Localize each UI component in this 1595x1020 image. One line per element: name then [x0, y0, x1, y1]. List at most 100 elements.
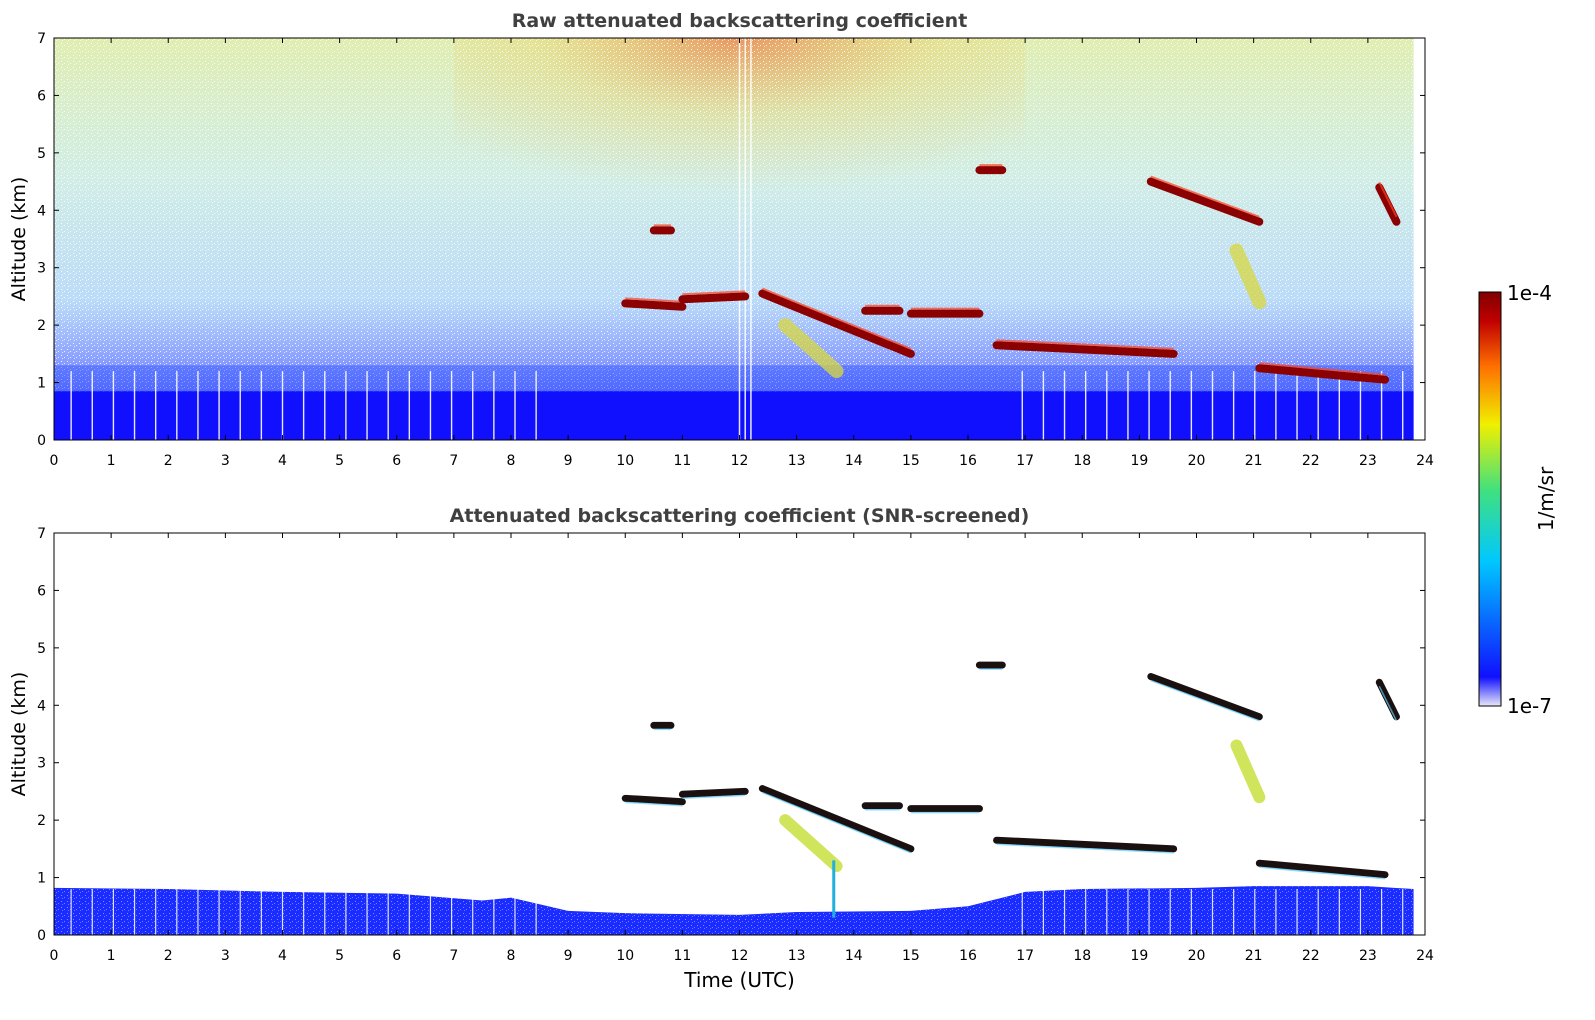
cloud-feature-edge [996, 843, 1174, 854]
y-tick-label: 0 [37, 433, 46, 449]
y-tick-label: 7 [37, 31, 46, 47]
cloud-feature [758, 785, 915, 853]
x-tick-label: 21 [1245, 453, 1263, 469]
x-tick-label: 4 [278, 453, 287, 469]
y-tick-label: 2 [37, 318, 46, 334]
x-tick-label: 2 [164, 453, 173, 469]
chart-title: Attenuated backscattering coefficient (S… [450, 505, 1030, 527]
raw-backscatter-panel: 0 1 2 3 4 5 6 7 8 9 10 11 12 13 14 15 16 17 18 19 20 21 22 23 24… [8, 10, 1434, 469]
x-tick-label: 6 [392, 948, 401, 964]
chart-title: Raw attenuated backscattering coefficien… [512, 10, 968, 32]
cloud-feature-edge [1378, 181, 1398, 218]
x-tick-label: 14 [845, 453, 863, 469]
y-tick-label: 6 [37, 88, 46, 104]
y-tick-label: 4 [37, 698, 46, 714]
cloud-feature [779, 814, 843, 873]
x-tick-label: 23 [1359, 948, 1377, 964]
plot-area [54, 533, 1425, 935]
cloud-feature [1375, 678, 1400, 721]
x-tick-label: 6 [392, 453, 401, 469]
y-tick-label: 4 [37, 203, 46, 219]
x-tick-label: 3 [221, 453, 230, 469]
x-tick-label: 11 [673, 453, 691, 469]
x-tick-label: 10 [616, 453, 634, 469]
cloud-feature [678, 787, 749, 798]
x-tick-label: 10 [616, 948, 634, 964]
boundary-layer [54, 391, 1414, 440]
x-tick-label: 20 [1188, 948, 1206, 964]
x-tick-label: 23 [1359, 453, 1377, 469]
colorbar: 1e-4 1e-7 1/m/sr [1478, 281, 1558, 718]
x-tick-label: 24 [1416, 453, 1434, 469]
y-tick-label: 5 [37, 146, 46, 162]
x-tick-label: 20 [1188, 453, 1206, 469]
x-tick-label: 22 [1302, 948, 1320, 964]
x-tick-label: 4 [278, 948, 287, 964]
cloud-feature [678, 292, 750, 304]
cloud-feature-edge [761, 287, 912, 350]
cloud-feature [1147, 673, 1263, 721]
boundary-layer-texture [54, 886, 1414, 935]
x-tick-label: 19 [1130, 453, 1148, 469]
x-tick-label: 5 [335, 453, 344, 469]
x-tick-label: 8 [507, 948, 516, 964]
x-tick-label: 3 [221, 948, 230, 964]
x-tick-label: 13 [788, 948, 806, 964]
x-tick-label: 16 [959, 948, 977, 964]
screened-backscatter-panel: 0 1 2 3 4 5 6 7 8 9 10 11 12 13 14 15 16 17 18 19 20 21 22 23 24… [8, 505, 1434, 992]
colorbar-label: 1/m/sr [1534, 466, 1558, 531]
y-tick-label: 3 [37, 756, 46, 772]
y-tick-label: 1 [37, 376, 46, 392]
x-tick-label: 5 [335, 948, 344, 964]
x-axis-label: Time (UTC) [683, 968, 795, 992]
x-tick-label: 12 [731, 453, 749, 469]
cloud-feature-edge [625, 801, 683, 807]
cloud-feature-edge [1150, 679, 1260, 722]
x-tick-label: 9 [564, 948, 573, 964]
x-tick-label: 14 [845, 948, 863, 964]
cloud-feature-edge [625, 297, 683, 303]
cloud-feature [778, 318, 844, 379]
x-tick-label: 2 [164, 948, 173, 964]
colorbar-min-label: 1e-7 [1507, 694, 1552, 718]
cloud-feature [1230, 739, 1266, 804]
cloud-feature [758, 289, 915, 358]
x-tick-label: 15 [902, 948, 920, 964]
cloud-feature-edge [762, 791, 912, 854]
x-tick-label: 22 [1302, 453, 1320, 469]
x-tick-label: 16 [959, 453, 977, 469]
cloud-feature-edge [1259, 866, 1386, 880]
colorbar-gradient [1478, 291, 1502, 707]
y-axis-label: Altitude (km) [8, 672, 30, 797]
x-tick-label: 12 [731, 948, 749, 964]
y-tick-label: 0 [37, 928, 46, 944]
colorbar-max-label: 1e-4 [1507, 281, 1552, 305]
cloud-feature-edge [1378, 685, 1398, 722]
y-tick-label: 7 [37, 526, 46, 542]
cloud-feature-edge [682, 290, 746, 296]
x-tick-label: 17 [1016, 453, 1034, 469]
cloud-feature [1255, 859, 1389, 879]
x-tick-label: 13 [788, 453, 806, 469]
cloud-feature [1255, 364, 1390, 384]
x-tick-label: 0 [50, 948, 59, 964]
x-tick-label: 7 [449, 453, 458, 469]
x-tick-label: 15 [902, 453, 920, 469]
x-tick-label: 1 [107, 948, 116, 964]
cloud-feature [993, 836, 1178, 853]
y-tick-label: 1 [37, 871, 46, 887]
cloud-feature [1375, 183, 1401, 226]
cloud-feature-edge [1150, 175, 1260, 218]
cloud-feature-edge [682, 794, 746, 800]
x-tick-label: 21 [1245, 948, 1263, 964]
cloud-feature-edge [1259, 362, 1386, 376]
x-tick-label: 18 [1073, 948, 1091, 964]
y-tick-label: 5 [37, 641, 46, 657]
x-tick-label: 1 [107, 453, 116, 469]
y-axis-label: Altitude (km) [8, 177, 30, 302]
y-tick-label: 3 [37, 261, 46, 277]
x-tick-label: 24 [1416, 948, 1434, 964]
x-tick-label: 8 [507, 453, 516, 469]
boundary-layer-top [54, 365, 1414, 392]
cloud-feature [621, 299, 687, 311]
